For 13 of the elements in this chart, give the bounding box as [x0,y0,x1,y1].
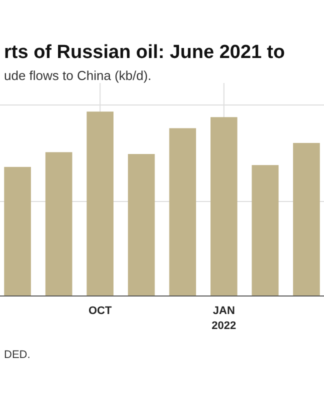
bar [4,166,31,296]
bar [293,142,320,296]
bar [128,154,155,296]
bar [86,112,114,296]
chart-title: rts of Russian oil: June 2021 to [4,42,285,63]
x-tick-label: OCT [88,305,112,317]
bar [169,128,196,296]
bar [252,165,279,296]
chart-subtitle: ude flows to China (kb/d). [4,68,152,83]
bar [45,152,72,296]
bar [210,117,238,296]
text: DED. [4,349,30,361]
x-tick-label: JAN 2022 [212,305,236,332]
